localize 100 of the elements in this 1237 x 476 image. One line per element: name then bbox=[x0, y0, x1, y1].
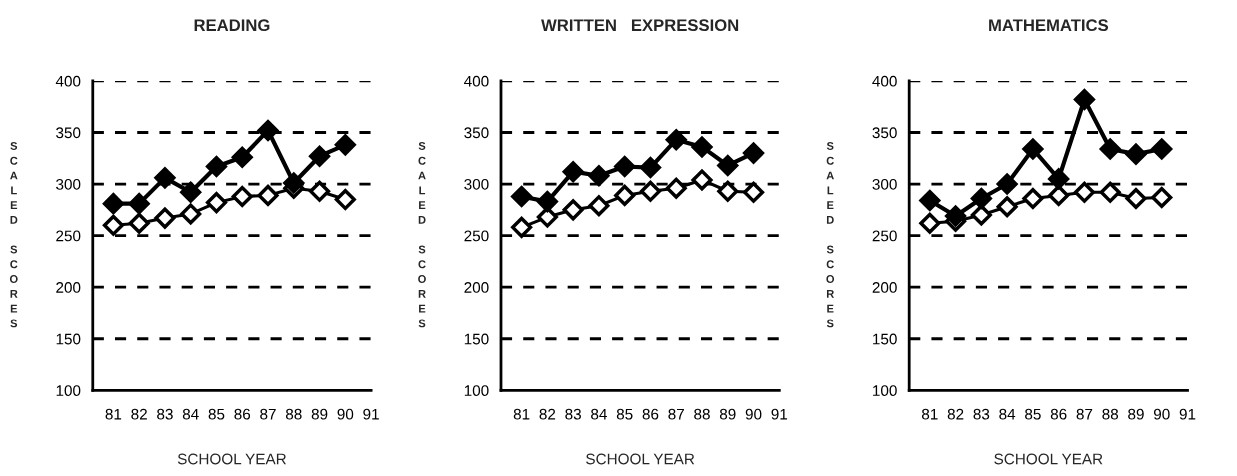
x-tick-label: 88 bbox=[285, 408, 302, 420]
x-axis-title: SCHOOL YEAR bbox=[177, 453, 286, 465]
x-tick-label: 87 bbox=[1076, 408, 1093, 420]
point bbox=[1022, 187, 1044, 210]
point bbox=[717, 180, 739, 202]
x-tick-label: 84 bbox=[182, 408, 199, 420]
point bbox=[562, 161, 584, 183]
point bbox=[1125, 187, 1147, 210]
point bbox=[639, 180, 662, 202]
chart-title: READING bbox=[194, 19, 270, 32]
x-tick-label: 90 bbox=[1153, 408, 1170, 420]
x-tick-label: 81 bbox=[513, 408, 530, 420]
point bbox=[205, 192, 228, 214]
chart-title: MATHEMATICS bbox=[989, 19, 1109, 32]
point bbox=[742, 181, 765, 203]
point bbox=[1048, 168, 1070, 190]
y-tick-label: 200 bbox=[872, 282, 897, 293]
point bbox=[128, 193, 150, 215]
y-tick-label: 300 bbox=[872, 178, 897, 190]
x-tick-label: 83 bbox=[973, 408, 990, 420]
chart-title: WRITTEN EXPRESSION bbox=[541, 19, 739, 32]
x-tick-label: 91 bbox=[771, 408, 788, 420]
point bbox=[511, 185, 533, 208]
point bbox=[154, 207, 176, 229]
y-tick-label: 100 bbox=[56, 385, 81, 397]
y-tick-label: 200 bbox=[464, 282, 489, 293]
x-tick-label: 90 bbox=[745, 408, 762, 420]
x-tick-label: 87 bbox=[260, 408, 276, 420]
y-tick-label: 400 bbox=[872, 75, 897, 87]
point bbox=[665, 177, 687, 199]
point bbox=[665, 129, 687, 151]
point bbox=[1022, 138, 1044, 160]
point bbox=[511, 216, 533, 238]
point bbox=[154, 167, 176, 189]
point bbox=[308, 145, 331, 167]
x-tick-label: 87 bbox=[668, 408, 684, 420]
text: SCALED SCORES bbox=[9, 142, 18, 328]
point bbox=[639, 156, 662, 179]
point bbox=[308, 180, 331, 202]
point bbox=[614, 184, 636, 206]
y-tick-label: 200 bbox=[56, 282, 81, 293]
point bbox=[180, 203, 202, 225]
point bbox=[1151, 186, 1173, 209]
point bbox=[1073, 88, 1096, 111]
y-tick-label: 100 bbox=[873, 385, 897, 397]
x-axis-title: SCHOOL YEAR bbox=[994, 453, 1103, 465]
y-tick-label: 250 bbox=[56, 230, 81, 242]
x-tick-label: 85 bbox=[616, 408, 633, 420]
x-tick-label: 85 bbox=[1025, 408, 1041, 420]
y-tick-label: 250 bbox=[464, 230, 489, 242]
x-tick-label: 90 bbox=[337, 408, 354, 420]
text: SCALED SCORES bbox=[418, 142, 426, 328]
x-tick-label: 91 bbox=[363, 408, 379, 420]
point bbox=[102, 193, 124, 215]
point bbox=[945, 205, 967, 227]
point bbox=[970, 204, 992, 226]
x-tick-label: 83 bbox=[157, 408, 173, 420]
point bbox=[588, 165, 610, 187]
point bbox=[691, 136, 713, 158]
point bbox=[334, 134, 356, 156]
point bbox=[257, 184, 279, 206]
x-tick-label: 88 bbox=[1102, 408, 1119, 420]
point bbox=[231, 146, 253, 168]
y-tick-label: 400 bbox=[464, 75, 489, 87]
x-tick-label: 89 bbox=[311, 408, 328, 420]
point bbox=[919, 189, 941, 212]
x-tick-label: 86 bbox=[642, 408, 659, 420]
point bbox=[231, 185, 253, 208]
text: SCALED SCORES bbox=[826, 142, 835, 328]
y-tick-label: 350 bbox=[872, 127, 897, 139]
x-tick-label: 81 bbox=[105, 408, 122, 420]
x-tick-label: 84 bbox=[591, 408, 607, 420]
point bbox=[717, 154, 739, 177]
point bbox=[996, 196, 1018, 218]
point bbox=[996, 173, 1018, 195]
point bbox=[614, 155, 636, 178]
x-tick-label: 86 bbox=[1050, 408, 1067, 420]
point bbox=[334, 188, 356, 211]
point bbox=[742, 142, 765, 164]
y-tick-label: 150 bbox=[56, 333, 81, 345]
point bbox=[919, 212, 941, 234]
x-tick-label: 82 bbox=[131, 408, 147, 420]
y-tick-label: 300 bbox=[464, 178, 489, 190]
x-tick-label: 85 bbox=[208, 408, 225, 420]
point bbox=[1151, 138, 1173, 160]
point bbox=[1099, 181, 1121, 203]
point bbox=[1073, 181, 1096, 203]
y-tick-label: 400 bbox=[55, 75, 81, 87]
y-tick-label: 150 bbox=[464, 333, 489, 345]
x-tick-label: 81 bbox=[921, 408, 938, 420]
point bbox=[562, 199, 584, 221]
point bbox=[257, 119, 279, 141]
point bbox=[205, 155, 228, 178]
y-tick-label: 300 bbox=[56, 178, 81, 190]
point bbox=[128, 212, 150, 234]
y-tick-label: 100 bbox=[464, 385, 489, 397]
x-tick-label: 82 bbox=[947, 408, 964, 420]
y-tick-label: 350 bbox=[56, 127, 81, 139]
point bbox=[691, 169, 713, 191]
x-tick-label: 89 bbox=[1128, 408, 1144, 420]
